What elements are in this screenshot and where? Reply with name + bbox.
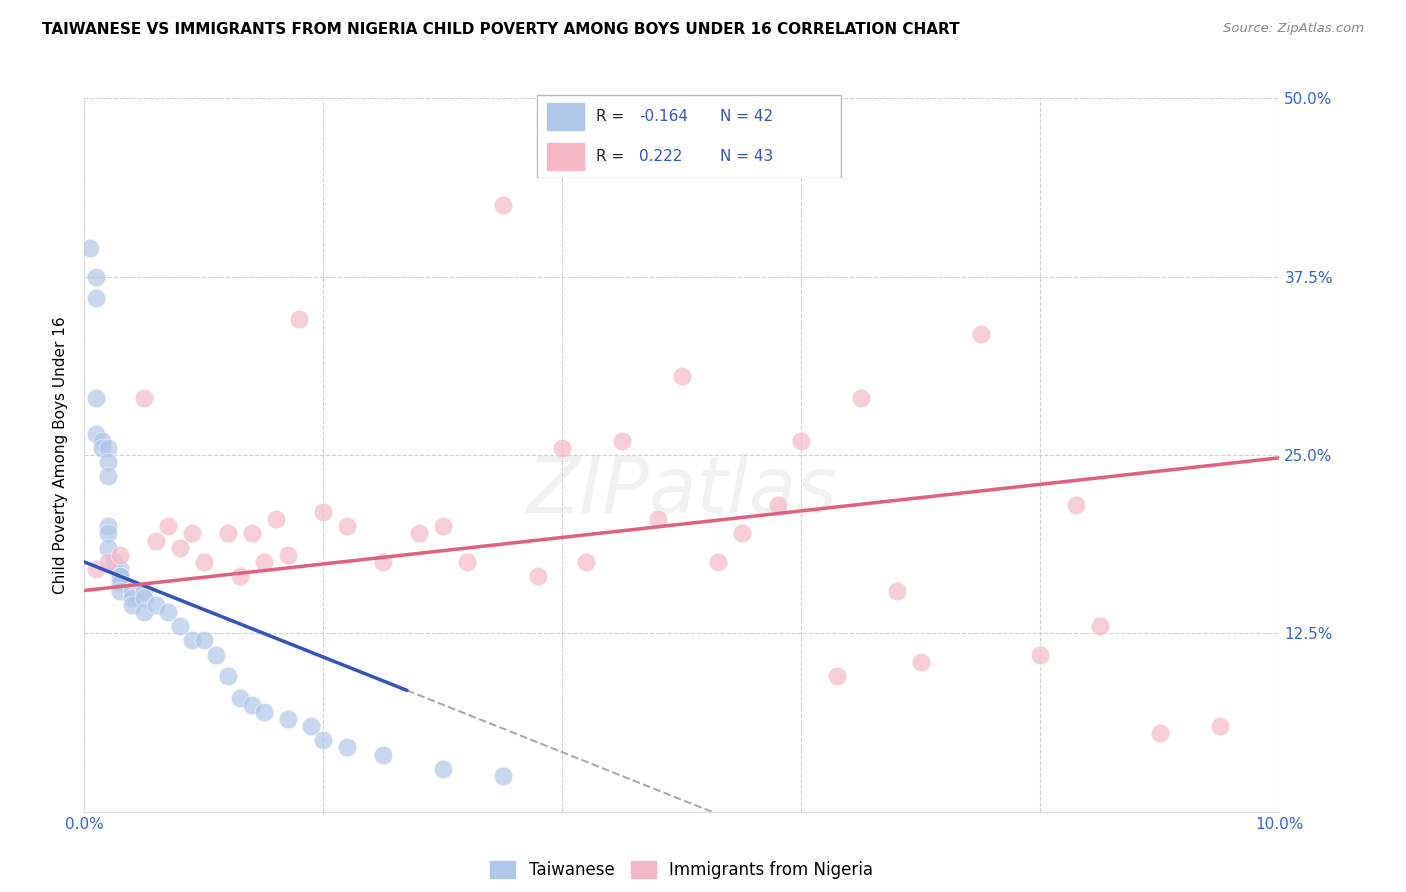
Point xyxy=(277,712,299,726)
Point xyxy=(110,569,132,583)
Text: R =: R = xyxy=(596,109,630,124)
Point xyxy=(610,434,633,448)
Text: 0.222: 0.222 xyxy=(640,149,683,164)
Point xyxy=(180,526,204,541)
Point xyxy=(121,591,143,605)
Point xyxy=(849,391,872,405)
Point xyxy=(110,562,132,576)
Point xyxy=(180,633,204,648)
Point xyxy=(193,633,215,648)
Point xyxy=(492,769,515,783)
Point xyxy=(110,583,132,598)
Point xyxy=(79,241,101,255)
Point xyxy=(86,562,108,576)
Point xyxy=(432,519,454,533)
Point xyxy=(647,512,669,526)
Text: -0.164: -0.164 xyxy=(640,109,689,124)
Point xyxy=(253,555,276,569)
Point xyxy=(157,605,180,619)
Text: Source: ZipAtlas.com: Source: ZipAtlas.com xyxy=(1223,22,1364,36)
Point xyxy=(97,526,120,541)
Point xyxy=(240,698,263,712)
Point xyxy=(110,548,132,562)
Point xyxy=(121,583,143,598)
Point xyxy=(731,526,754,541)
Point xyxy=(86,269,108,284)
Point xyxy=(132,391,156,405)
Point xyxy=(1066,498,1088,512)
Point xyxy=(110,576,132,591)
Point xyxy=(91,441,114,455)
Point xyxy=(301,719,323,733)
Point xyxy=(132,605,156,619)
Point xyxy=(527,569,550,583)
Point xyxy=(551,441,574,455)
Point xyxy=(790,434,813,448)
Text: N = 42: N = 42 xyxy=(720,109,773,124)
Point xyxy=(97,555,120,569)
Point xyxy=(886,583,908,598)
Point xyxy=(707,555,730,569)
Point xyxy=(97,455,120,469)
Point xyxy=(1149,726,1171,740)
Point xyxy=(336,740,359,755)
Point xyxy=(1029,648,1052,662)
Point xyxy=(145,533,167,548)
Point xyxy=(766,498,789,512)
Point xyxy=(253,705,276,719)
Text: TAIWANESE VS IMMIGRANTS FROM NIGERIA CHILD POVERTY AMONG BOYS UNDER 16 CORRELATI: TAIWANESE VS IMMIGRANTS FROM NIGERIA CHI… xyxy=(42,22,960,37)
Point xyxy=(277,548,299,562)
Point xyxy=(228,569,252,583)
Text: R =: R = xyxy=(596,149,634,164)
Point xyxy=(970,326,993,341)
Point xyxy=(492,198,515,212)
Point xyxy=(86,426,108,441)
Point xyxy=(217,669,239,683)
Point xyxy=(910,655,932,669)
Point xyxy=(97,541,120,555)
Point xyxy=(132,591,156,605)
Point xyxy=(97,519,120,533)
Point xyxy=(132,583,156,598)
Point xyxy=(169,541,191,555)
Bar xyxy=(547,103,583,130)
Text: N = 43: N = 43 xyxy=(720,149,773,164)
Text: ZIPatlas: ZIPatlas xyxy=(526,452,838,529)
Point xyxy=(217,526,239,541)
Point xyxy=(408,526,430,541)
Point xyxy=(456,555,478,569)
Point xyxy=(264,512,287,526)
Point xyxy=(336,519,359,533)
Point xyxy=(1208,719,1232,733)
Point xyxy=(1090,619,1112,633)
Point xyxy=(371,555,394,569)
Point xyxy=(145,598,167,612)
Point xyxy=(157,519,180,533)
Point xyxy=(110,569,132,583)
Point xyxy=(432,762,454,776)
Point xyxy=(97,469,120,483)
Point xyxy=(193,555,215,569)
Point xyxy=(205,648,228,662)
FancyBboxPatch shape xyxy=(537,95,841,178)
Point xyxy=(86,391,108,405)
Point xyxy=(312,733,335,747)
Point xyxy=(312,505,335,519)
Point xyxy=(121,598,143,612)
Legend: Taiwanese, Immigrants from Nigeria: Taiwanese, Immigrants from Nigeria xyxy=(484,854,880,886)
Point xyxy=(91,434,114,448)
Point xyxy=(575,555,598,569)
Point xyxy=(103,555,125,569)
Point xyxy=(86,291,108,305)
Y-axis label: Child Poverty Among Boys Under 16: Child Poverty Among Boys Under 16 xyxy=(53,316,69,594)
Point xyxy=(228,690,252,705)
Point xyxy=(97,441,120,455)
Point xyxy=(371,747,394,762)
Bar xyxy=(547,143,583,169)
Point xyxy=(827,669,849,683)
Point xyxy=(169,619,191,633)
Point xyxy=(288,312,311,326)
Point xyxy=(671,369,693,384)
Point xyxy=(240,526,263,541)
